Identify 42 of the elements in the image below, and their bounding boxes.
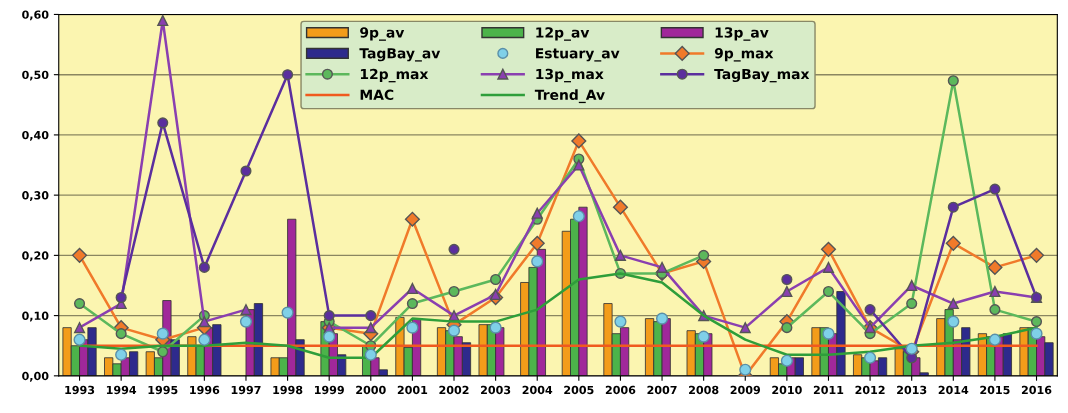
- x-tick-label: 1994: [106, 385, 137, 395]
- legend-label: 13p_av: [715, 27, 769, 41]
- x-tick-label: 2002: [439, 385, 469, 395]
- legend-label: Estuary_av: [536, 48, 620, 62]
- x-tick-label: 2015: [980, 385, 1010, 395]
- x-tick-label: 2001: [397, 385, 428, 395]
- x-tick-label: 1998: [273, 385, 303, 395]
- x-tick-label: 2005: [564, 385, 594, 395]
- legend-label: MAC: [360, 89, 394, 101]
- y-tick-label: 0,00: [22, 371, 49, 382]
- x-tick-label: 2007: [647, 385, 677, 395]
- x-tick-label: 1993: [65, 385, 95, 395]
- x-tick-label: 2014: [938, 385, 969, 395]
- y-tick-label: 0,30: [22, 191, 49, 201]
- x-tick-label: 2006: [605, 385, 636, 395]
- legend-label: 9p_av: [360, 27, 405, 41]
- x-tick-label: 1997: [231, 385, 261, 395]
- x-tick-label: 1999: [314, 385, 344, 395]
- x-tick-label: 2008: [689, 385, 719, 395]
- legend-label: Trend_Av: [534, 89, 605, 104]
- x-tick-label: 2016: [1021, 385, 1052, 395]
- x-tick-label: 2009: [730, 385, 761, 395]
- y-tick-label: 0,40: [22, 130, 49, 141]
- x-tick-label: 2000: [356, 385, 386, 395]
- x-tick-label: 2010: [772, 385, 802, 395]
- x-tick-label: 2012: [855, 385, 885, 395]
- x-tick-label: 1996: [190, 385, 220, 395]
- x-tick-label: 2011: [813, 385, 844, 395]
- y-tick-label: 0,60: [22, 10, 49, 21]
- legend-label: 12p_av: [536, 27, 590, 41]
- y-tick-label: 0,10: [22, 311, 49, 322]
- y-tick-label: 0,20: [22, 251, 49, 262]
- x-tick-label: 1995: [148, 385, 178, 395]
- y-tick-label: 0,50: [22, 70, 49, 81]
- x-tick-label: 2013: [897, 385, 927, 395]
- x-tick-label: 2003: [481, 385, 511, 395]
- legend-label: TagBay_av: [359, 48, 441, 62]
- legend-label: 13p_max: [536, 68, 604, 83]
- legend-label: TagBay_max: [714, 68, 810, 83]
- legend-label: 9p_max: [714, 47, 774, 62]
- x-tick-label: 2004: [522, 385, 553, 395]
- legend-label: 12p_max: [360, 68, 429, 83]
